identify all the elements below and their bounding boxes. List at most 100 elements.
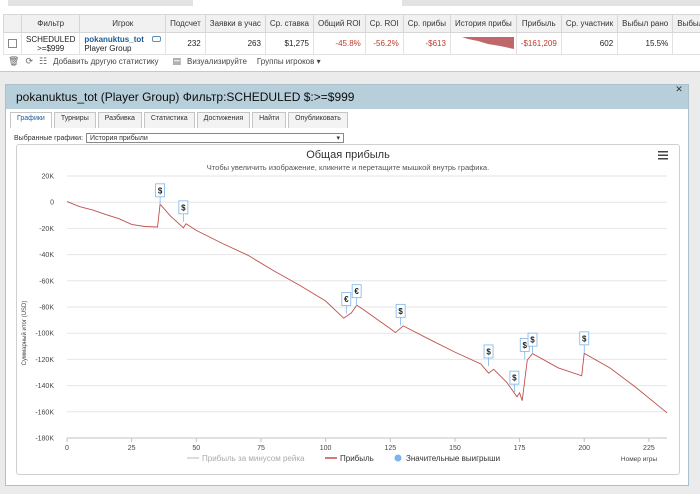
big-win-symbol: € [354, 287, 359, 296]
chart-select-value: История прибыли [90, 134, 148, 142]
header-count[interactable]: Подсчет [165, 14, 206, 33]
x-tick-label: 25 [128, 445, 136, 452]
chart-subtitle: Чтобы увеличить изображение, кликните и … [207, 163, 489, 172]
tab-publish[interactable]: Опубликовать [288, 112, 348, 128]
player-link[interactable]: pokanuktus_tot [84, 34, 144, 44]
header-avg-roi[interactable]: Ср. ROI [364, 14, 404, 33]
refresh-icon[interactable]: ⟳ [25, 56, 33, 66]
stats-header-row: Фильтр Игрок Подсчет Заявки в учас Ср. с… [3, 14, 700, 33]
big-win-flag[interactable]: $ [395, 303, 406, 326]
big-win-symbol: $ [582, 334, 587, 343]
profit-sparkline-cell [449, 32, 517, 55]
profit-sparkline [461, 36, 514, 49]
tab-charts[interactable]: Графики [10, 112, 52, 128]
x-axis-label: Номер игры [621, 456, 657, 463]
header-checkbox-col [3, 14, 22, 33]
x-tick-label: 150 [449, 445, 461, 452]
chart-container[interactable]: Общая прибыль Чтобы увеличить изображени… [16, 144, 680, 475]
stats-row: SCHEDULED >=$999 pokanuktus_tot Player G… [3, 32, 700, 55]
header-total-roi[interactable]: Общий ROI [313, 14, 366, 33]
y-tick-label: -80K [39, 305, 54, 312]
avg-stake-cell: $1,275 [264, 32, 315, 55]
panel-header: pokanuktus_tot (Player Group) Фильтр:SCH… [6, 84, 688, 109]
y-tick-label: -100K [35, 331, 54, 338]
grid-lines [67, 175, 667, 439]
y-tick-label: -40K [39, 252, 54, 259]
trash-icon[interactable]: 🗑 [8, 56, 20, 66]
big-win-flag[interactable]: $ [509, 370, 520, 393]
header-player[interactable]: Игрок [79, 14, 167, 33]
profit-series-line [66, 201, 668, 414]
total-roi-cell: -45.8% [313, 32, 366, 55]
stats-card: Фильтр Игрок Подсчет Заявки в учас Ср. с… [0, 0, 700, 72]
header-bust[interactable]: Выбыл [672, 14, 700, 33]
header-avg-stake[interactable]: Ср. ставка [264, 14, 315, 33]
tab-breakdown[interactable]: Разбивка [97, 112, 142, 128]
profit-chart[interactable]: Общая прибыль Чтобы увеличить изображени… [17, 145, 679, 474]
filter-line2: >=$999 [37, 43, 65, 53]
menu-icon[interactable] [658, 151, 668, 160]
row-checkbox[interactable] [8, 39, 17, 49]
add-stat-icon[interactable]: ☷ [38, 56, 48, 66]
tab-find[interactable]: Найти [252, 112, 287, 128]
chart-select[interactable]: История прибыли ▾ [86, 133, 345, 143]
header-early-bust[interactable]: Выбыл рано [617, 14, 674, 33]
stats-table: Фильтр Игрок Подсчет Заявки в учас Ср. с… [3, 14, 700, 55]
x-tick-label: 0 [65, 445, 69, 452]
big-win-flag[interactable]: $ [579, 331, 590, 353]
x-tick-label: 125 [384, 445, 396, 452]
avg-entrants-cell: 602 [560, 32, 619, 55]
group-icon[interactable] [152, 36, 162, 43]
chart-selector-row: Выбранные графики: История прибыли ▾ [6, 133, 688, 143]
legend-rake[interactable]: Прибыль за минусом рейка [202, 454, 305, 463]
chevron-down-icon: ▾ [336, 135, 341, 142]
big-win-flag[interactable]: $ [178, 200, 189, 222]
panel-title: pokanuktus_tot (Player Group) Фильтр:SCH… [16, 90, 355, 104]
chart-panel: pokanuktus_tot (Player Group) Фильтр:SCH… [5, 84, 689, 486]
player-group-label: Player Group [84, 43, 132, 53]
add-stat-link[interactable]: Добавить другую статистику [53, 57, 159, 66]
early-bust-cell: 15.5% [617, 32, 674, 55]
big-win-flag[interactable]: $ [527, 332, 538, 355]
entries-cell: 263 [204, 32, 266, 55]
x-axis-ticks: 0 25 50 75 100 125 150 175 200 225 [65, 438, 655, 452]
player-groups-dropdown[interactable]: Группы игроков ▾ [256, 57, 321, 66]
big-win-symbol: $ [486, 347, 491, 356]
chart-title: Общая прибыль [306, 149, 390, 161]
tab-achievements[interactable]: Достижения [196, 112, 251, 128]
big-win-symbol: $ [158, 186, 163, 195]
tab-tournaments[interactable]: Турниры [53, 112, 96, 128]
header-filter[interactable]: Фильтр [20, 14, 81, 33]
close-icon[interactable]: ✕ [675, 84, 683, 94]
x-tick-label: 175 [514, 445, 526, 452]
y-tick-label: -20K [39, 226, 54, 233]
count-cell: 232 [165, 32, 206, 55]
avg-profit-cell: -$613 [402, 32, 451, 55]
big-win-flag[interactable]: € [341, 292, 352, 314]
y-tick-label: 20K [42, 174, 55, 181]
big-win-flag[interactable]: $ [483, 344, 494, 366]
panel-tabs: Графики Турниры Разбивка Статистика Дост… [6, 112, 688, 128]
profit-cell: -$161,209 [515, 32, 562, 55]
stats-toolbar: 🗑 ⟳ ☷ Добавить другую статистику ▤ Визуа… [8, 56, 321, 67]
y-tick-label: -120K [35, 357, 54, 364]
header-avg-profit[interactable]: Ср. прибы [402, 14, 451, 33]
big-win-symbol: $ [181, 203, 186, 212]
tab-statistics[interactable]: Статистика [143, 112, 195, 128]
header-profit[interactable]: Прибыль [515, 14, 562, 33]
big-win-flag[interactable]: $ [155, 183, 166, 205]
filter-cell: SCHEDULED >=$999 [20, 32, 81, 55]
x-tick-label: 225 [643, 445, 655, 452]
big-win-symbol: € [344, 295, 349, 304]
scroll-strip-left [8, 0, 193, 6]
legend-profit[interactable]: Прибыль [340, 454, 374, 463]
visualize-link[interactable]: Визуализируйте [187, 57, 247, 66]
visualize-icon[interactable]: ▤ [172, 56, 182, 66]
header-profit-history[interactable]: История прибы [449, 14, 517, 33]
header-avg-entrants[interactable]: Ср. участник [560, 14, 619, 33]
chevron-down-icon: ▾ [316, 57, 321, 66]
scroll-strip-right [402, 0, 700, 6]
big-win-flag[interactable]: € [351, 284, 362, 306]
legend-wins[interactable]: Значительные выигрыши [406, 454, 500, 463]
header-entries[interactable]: Заявки в учас [204, 14, 266, 33]
